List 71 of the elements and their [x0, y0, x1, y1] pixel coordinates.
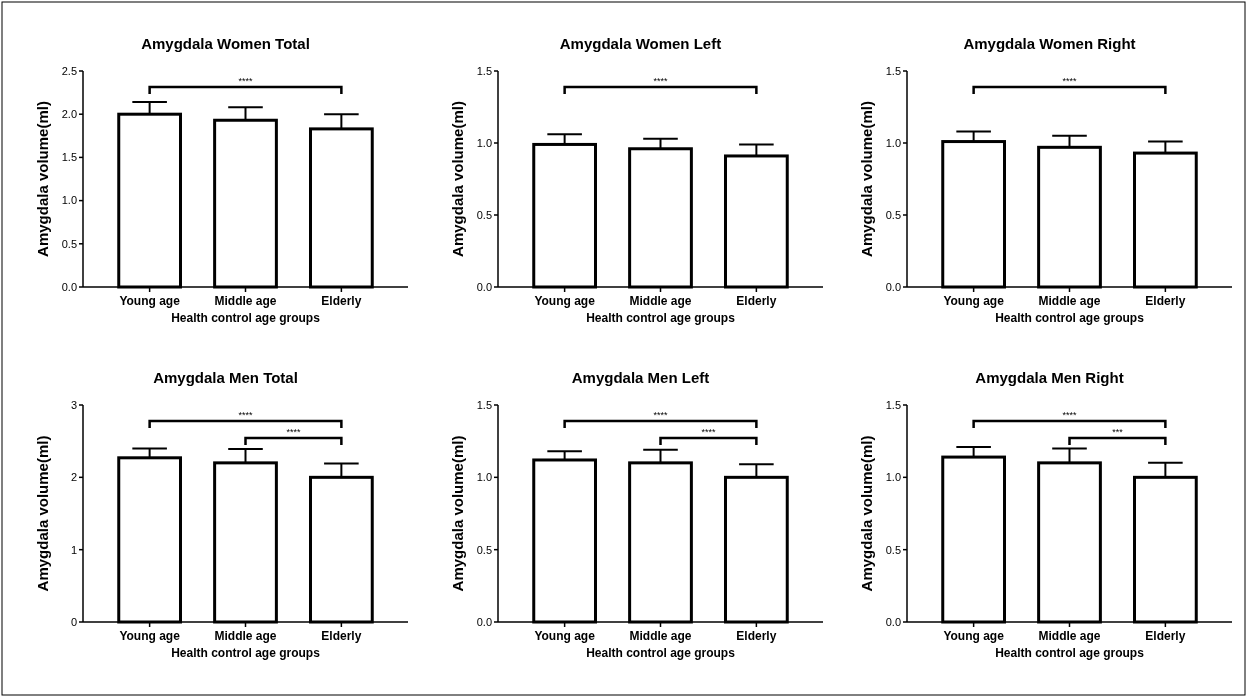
y-tick-label: 0.5 [885, 208, 901, 221]
chart-title: Amygdala Men Right [975, 369, 1124, 386]
x-tick-label: Middle age [629, 294, 692, 308]
x-axis-title: Health control age groups [586, 646, 736, 660]
x-tick-label: Middle age [629, 629, 692, 643]
chart-title: Amygdala Women Total [141, 35, 310, 52]
y-tick-label: 1.5 [476, 64, 492, 77]
y-tick-label: 1.0 [476, 471, 492, 484]
x-axis-title: Health control age groups [586, 311, 736, 325]
y-axis-title: Amygdala volume(ml) [858, 435, 875, 592]
x-tick-label: Young age [943, 629, 1005, 643]
y-tick-label: 1.5 [61, 151, 77, 164]
y-tick-label: 1.0 [885, 471, 901, 484]
y-tick-label: 1 [70, 543, 77, 556]
x-tick-label: Middle age [1038, 629, 1101, 643]
x-tick-label: Middle age [214, 294, 277, 308]
x-axis-title: Health control age groups [995, 311, 1145, 325]
chart-title: Amygdala Men Left [571, 369, 710, 386]
x-tick-label: Young age [119, 629, 181, 643]
y-tick-label: 0.5 [476, 208, 492, 221]
x-tick-label: Young age [534, 629, 596, 643]
y-tick-label: 0.5 [885, 543, 901, 556]
y-tick-label: 0 [70, 615, 77, 628]
annotation: **** [701, 427, 716, 437]
y-axis-title: Amygdala volume(ml) [34, 435, 51, 592]
annotation: *** [1112, 427, 1124, 437]
x-tick-label: Elderly [1145, 629, 1186, 643]
x-tick-label: Young age [943, 294, 1005, 308]
chart-title: Amygdala Women Right [963, 35, 1136, 52]
annotation: **** [238, 410, 253, 420]
x-tick-label: Elderly [321, 629, 362, 643]
y-axis-title: Amygdala volume(ml) [34, 101, 51, 257]
annotation: **** [1062, 410, 1077, 420]
x-tick-label: Young age [534, 294, 596, 308]
y-tick-label: 0.0 [885, 615, 901, 628]
y-tick-label: 1.5 [885, 64, 901, 77]
y-tick-label: 1.0 [885, 136, 901, 149]
x-tick-label: Young age [119, 294, 181, 308]
y-axis-title: Amygdala volume(ml) [449, 101, 466, 257]
annotation: **** [1062, 76, 1077, 86]
y-tick-label: 1.0 [476, 136, 492, 149]
y-tick-label: 0.5 [476, 543, 492, 556]
annotation: **** [653, 76, 668, 86]
x-tick-label: Elderly [736, 294, 777, 308]
y-tick-label: 1.0 [61, 194, 77, 207]
y-tick-label: 0.0 [885, 280, 901, 293]
chart-title: Amygdala Women Left [559, 35, 722, 52]
x-tick-label: Middle age [214, 629, 277, 643]
x-axis-title: Health control age groups [171, 646, 321, 660]
y-tick-label: 2.5 [61, 64, 77, 77]
y-tick-label: 2.0 [61, 108, 77, 121]
y-tick-label: 2 [70, 471, 77, 484]
y-tick-label: 0.0 [61, 280, 77, 293]
annotation: **** [653, 410, 668, 420]
y-tick-label: 0.0 [476, 615, 492, 628]
y-axis-title: Amygdala volume(ml) [449, 435, 466, 592]
y-tick-label: 1.5 [885, 398, 901, 411]
x-tick-label: Elderly [1145, 294, 1186, 308]
y-tick-label: 1.5 [476, 398, 492, 411]
x-tick-label: Elderly [736, 629, 777, 643]
annotation: **** [286, 427, 301, 437]
y-axis-title: Amygdala volume(ml) [858, 101, 875, 257]
annotation: **** [238, 76, 253, 86]
x-axis-title: Health control age groups [995, 646, 1145, 660]
x-tick-label: Middle age [1038, 294, 1101, 308]
y-tick-label: 0.0 [476, 280, 492, 293]
chart-title: Amygdala Men Total [153, 369, 298, 386]
y-tick-label: 3 [70, 398, 77, 411]
x-tick-label: Elderly [321, 294, 362, 308]
y-tick-label: 0.5 [61, 237, 77, 250]
x-axis-title: Health control age groups [171, 311, 321, 325]
